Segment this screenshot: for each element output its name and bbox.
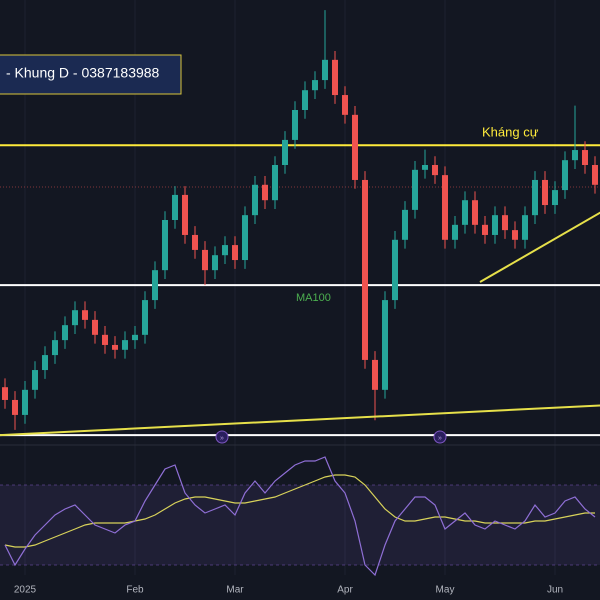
candle-body	[542, 179, 548, 206]
candle-body	[362, 179, 368, 360]
candle-body	[82, 310, 88, 320]
candle-body	[52, 340, 58, 356]
chart-title: - Khung D - 0387183988	[6, 65, 160, 81]
title-box	[0, 54, 182, 95]
candle-body	[212, 255, 218, 271]
candle-body	[272, 165, 278, 201]
candle-body	[572, 150, 578, 161]
candle-body	[352, 114, 358, 180]
x-tick-label: Feb	[126, 585, 144, 596]
candle-body	[512, 230, 518, 240]
rsi-ma-line	[4, 474, 595, 548]
trendline	[0, 404, 600, 437]
candle-body	[142, 300, 148, 335]
candle-body	[482, 224, 488, 235]
candle-body	[102, 334, 108, 345]
candle-body	[472, 200, 478, 225]
candle-body	[62, 325, 68, 341]
candle-body	[222, 245, 228, 256]
plot	[0, 10, 600, 577]
candle-body	[532, 179, 538, 216]
candle-body	[232, 245, 238, 261]
candle-body	[112, 344, 118, 350]
candle-body	[372, 359, 378, 390]
x-tick-label: 2025	[14, 585, 37, 596]
x-tick-label: Apr	[337, 585, 353, 596]
candle-body	[562, 160, 568, 191]
candle-body	[32, 370, 38, 390]
candle-body	[552, 190, 558, 206]
candle-body	[522, 215, 528, 240]
svg-text:»: »	[220, 435, 224, 442]
candle-body	[22, 389, 28, 415]
x-tick-label: Mar	[226, 585, 244, 596]
candle-body	[252, 184, 258, 216]
candle-body	[342, 95, 348, 115]
trendline	[479, 211, 600, 283]
candle-body	[152, 270, 158, 301]
candle-body	[392, 239, 398, 301]
candle-body	[262, 184, 268, 201]
candle-body	[442, 175, 448, 240]
candle-body	[302, 90, 308, 110]
rsi-band	[0, 485, 600, 565]
candle-body	[92, 319, 98, 335]
x-tick-label: May	[436, 585, 455, 596]
candle-body	[452, 224, 458, 240]
candle-body	[182, 194, 188, 235]
candle-body	[132, 334, 138, 341]
candle-body	[592, 165, 598, 185]
level-label: Kháng cự	[482, 124, 539, 139]
svg-text:»: »	[438, 435, 442, 442]
candle-body	[242, 215, 248, 261]
candle-body	[492, 215, 498, 235]
candle-body	[382, 300, 388, 390]
candle-body	[172, 194, 178, 220]
candle-body	[192, 234, 198, 250]
candle-body	[122, 340, 128, 350]
candle-body	[202, 249, 208, 271]
candle-body	[312, 80, 318, 91]
candle-body	[332, 59, 338, 96]
candle-body	[502, 215, 508, 231]
candle-body	[12, 399, 18, 415]
candle-body	[2, 387, 8, 400]
candle-body	[42, 355, 48, 371]
candle-body	[462, 200, 468, 225]
x-tick-label: Jun	[547, 585, 563, 596]
candle-body	[402, 209, 408, 240]
candle-body	[292, 110, 298, 140]
candle-body	[72, 310, 78, 326]
event-markers: » »	[215, 430, 447, 444]
candle-body	[322, 59, 328, 81]
candle-body	[412, 169, 418, 210]
candle-body	[162, 220, 168, 271]
candle-body	[282, 139, 288, 165]
candle-body	[582, 150, 588, 165]
annotation: MA100	[296, 292, 331, 304]
candle-body	[432, 165, 438, 176]
rsi-line	[4, 456, 596, 577]
candle-body	[422, 165, 428, 170]
